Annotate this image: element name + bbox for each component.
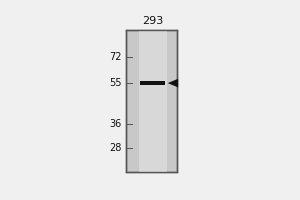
Text: 72: 72 bbox=[109, 52, 121, 62]
Text: 293: 293 bbox=[142, 16, 163, 26]
Bar bbox=[126, 30, 177, 172]
Bar bbox=[140, 81, 165, 85]
Text: 36: 36 bbox=[109, 119, 121, 129]
Polygon shape bbox=[168, 79, 178, 87]
Bar bbox=[139, 30, 166, 172]
Text: 55: 55 bbox=[109, 78, 121, 88]
Text: 28: 28 bbox=[109, 143, 121, 153]
